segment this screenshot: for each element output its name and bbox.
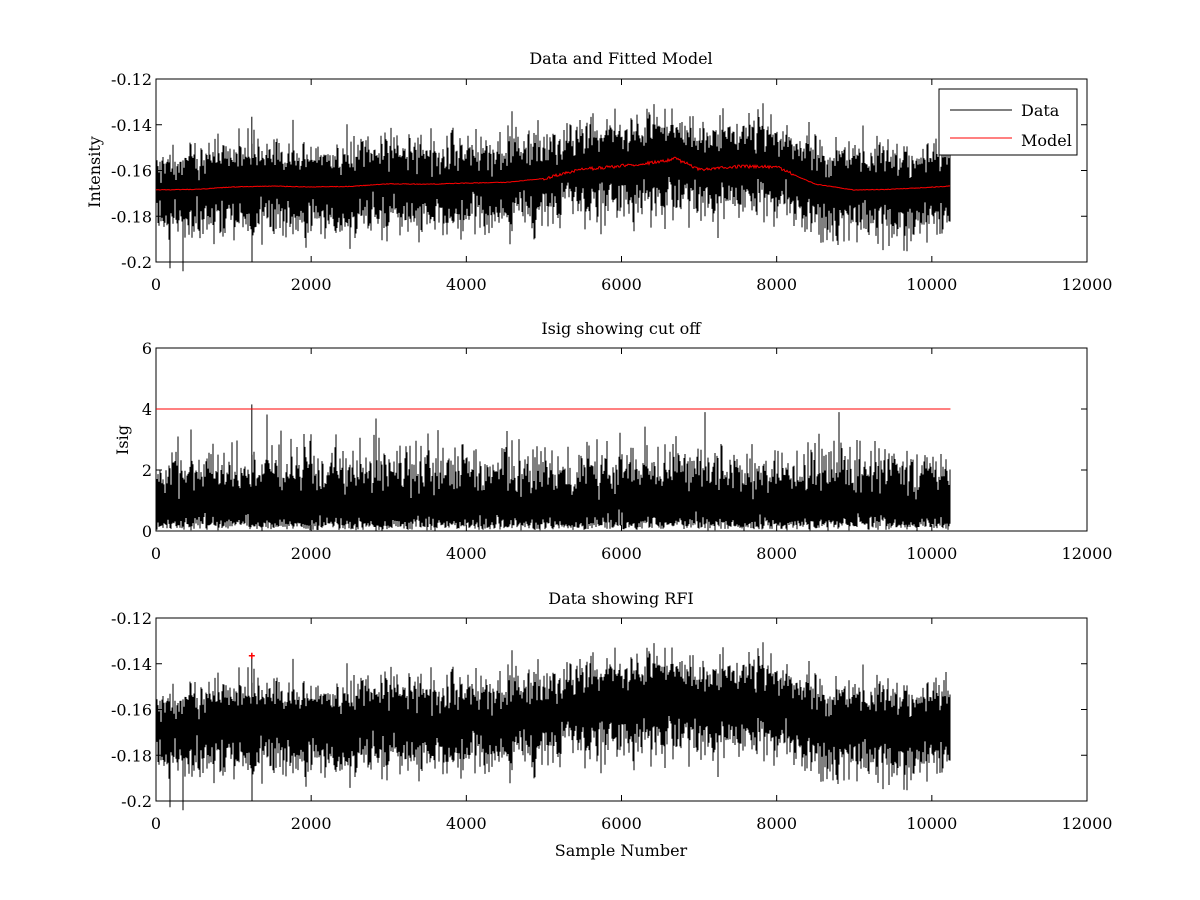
- series-data-line: [155, 642, 951, 811]
- x-axis-label: Sample Number: [555, 841, 688, 860]
- y-tick-label: -0.14: [111, 116, 152, 135]
- x-tick-label: 0: [151, 275, 161, 294]
- y-tick-label: -0.16: [111, 701, 152, 720]
- x-tick-label: 6000: [601, 544, 642, 563]
- x-tick-label: 4000: [446, 275, 487, 294]
- legend-entry-model: Model: [1021, 131, 1072, 150]
- x-tick-label: 2000: [291, 275, 332, 294]
- plot-area: [155, 78, 1088, 272]
- x-tick-label: 8000: [756, 814, 797, 833]
- x-tick-label: 6000: [601, 814, 642, 833]
- y-tick-labels: -0.12 -0.14 -0.16 -0.18 -0.2: [111, 70, 152, 272]
- chart-title: Data and Fitted Model: [529, 49, 712, 68]
- panel-isig-showing-cut-off: Isig showing cut off Isig 0 2000 4000 60…: [113, 319, 1112, 563]
- y-tick-label: -0.14: [111, 655, 152, 674]
- y-tick-label: -0.18: [111, 207, 152, 226]
- y-tick-label: -0.2: [121, 253, 152, 272]
- x-tick-label: 12000: [1062, 544, 1113, 563]
- y-tick-label: 0: [142, 522, 152, 541]
- x-tick-label: 8000: [756, 275, 797, 294]
- panel-data-and-fitted-model: Data and Fitted Model Intensity 0 2000 4…: [85, 49, 1112, 294]
- y-tick-label: -0.12: [111, 609, 152, 628]
- y-tick-label: -0.16: [111, 162, 152, 181]
- y-tick-label: -0.2: [121, 792, 152, 811]
- x-tick-label: 2000: [291, 544, 332, 563]
- y-tick-label: 4: [142, 400, 152, 419]
- chart-title: Isig showing cut off: [541, 319, 702, 338]
- y-axis-label: Intensity: [85, 136, 104, 208]
- legend-entry-data: Data: [1021, 101, 1060, 120]
- x-tick-label: 4000: [446, 544, 487, 563]
- legend-box: [938, 88, 1078, 156]
- rfi-marker: [248, 652, 255, 659]
- y-tick-label: -0.12: [111, 70, 152, 89]
- x-tick-label: 0: [151, 544, 161, 563]
- y-tick-label: 6: [142, 339, 152, 358]
- x-tick-label: 8000: [756, 544, 797, 563]
- x-tick-label: 10000: [906, 814, 957, 833]
- plot-area: [155, 347, 1088, 532]
- x-tick-label: 12000: [1062, 275, 1113, 294]
- chart-title: Data showing RFI: [548, 589, 693, 608]
- x-tick-labels: 0 2000 4000 6000 8000 10000 12000: [151, 544, 1113, 563]
- x-tick-label: 12000: [1062, 814, 1113, 833]
- plot-area: [155, 617, 1088, 811]
- x-tick-label: 10000: [906, 275, 957, 294]
- x-tick-labels: 0 2000 4000 6000 8000 10000 12000: [151, 814, 1113, 833]
- y-tick-label: 2: [142, 461, 152, 480]
- y-axis-label: Isig: [113, 425, 132, 455]
- panel-data-showing-rfi: Data showing RFI Sample Number 0 2000 40…: [111, 589, 1112, 860]
- x-tick-label: 10000: [906, 544, 957, 563]
- series-isig-line: [155, 412, 951, 531]
- x-tick-label: 2000: [291, 814, 332, 833]
- y-tick-label: -0.18: [111, 746, 152, 765]
- series-model-line: [155, 156, 951, 191]
- legend: Data Model: [938, 88, 1078, 156]
- y-tick-labels: -0.12 -0.14 -0.16 -0.18 -0.2: [111, 609, 152, 811]
- y-tick-labels: 6 4 2 0: [142, 339, 152, 541]
- x-tick-label: 6000: [601, 275, 642, 294]
- x-tick-labels: 0 2000 4000 6000 8000 10000 12000: [151, 275, 1113, 294]
- x-tick-label: 0: [151, 814, 161, 833]
- x-tick-label: 4000: [446, 814, 487, 833]
